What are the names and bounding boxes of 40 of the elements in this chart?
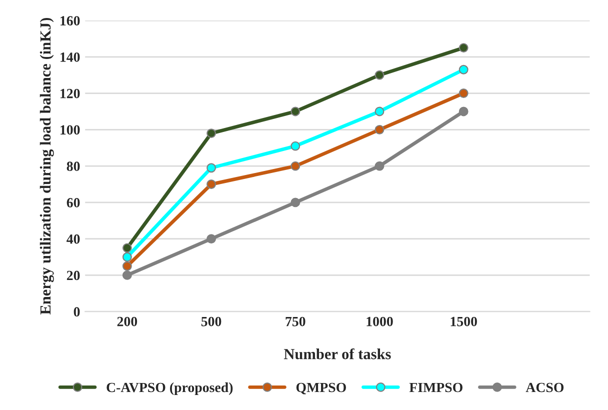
x-tick-label: 200: [117, 316, 138, 326]
point: [122, 270, 132, 280]
point: [290, 161, 300, 171]
y-tick-label: 140: [60, 52, 80, 62]
y-tick-label: 160: [60, 16, 80, 26]
y-tick-label: 20: [66, 270, 80, 280]
x-tick-label: 750: [286, 316, 306, 326]
point: [122, 261, 132, 271]
point: [206, 128, 216, 138]
legend-label: FIMPSO: [409, 382, 462, 392]
point: [458, 64, 468, 74]
point: [122, 252, 132, 262]
point: [458, 43, 468, 53]
y-tick-label: 60: [66, 198, 80, 208]
y-tick-label: 80: [66, 162, 80, 172]
point: [122, 243, 132, 253]
point: [374, 70, 384, 80]
legend-label: C-AVPSO (proposed): [106, 382, 233, 395]
x-tick-label: 500: [201, 316, 222, 326]
x-tick-label: 1500: [450, 316, 477, 326]
point: [374, 161, 384, 171]
y-tick-label: 120: [60, 88, 80, 98]
point: [458, 88, 468, 98]
point: [206, 163, 216, 173]
x-tick-label: 1000: [366, 316, 393, 326]
point: [290, 141, 300, 151]
point: [290, 198, 300, 208]
legend-label: ACSO: [526, 382, 564, 392]
point: [458, 106, 468, 116]
y-tick-label: 40: [66, 234, 80, 244]
point: [290, 106, 300, 116]
y-tick-label: 0: [74, 307, 80, 317]
y-tick-label: 100: [60, 125, 80, 135]
x-axis-title: Number of tasks: [284, 348, 391, 360]
point: [206, 234, 216, 244]
point: [374, 106, 384, 116]
y-axis-title: Energy utilization during load balance (inKJ): [40, 18, 54, 315]
legend-label: QMPSO: [296, 382, 346, 394]
point: [206, 180, 216, 189]
point: [374, 124, 384, 134]
